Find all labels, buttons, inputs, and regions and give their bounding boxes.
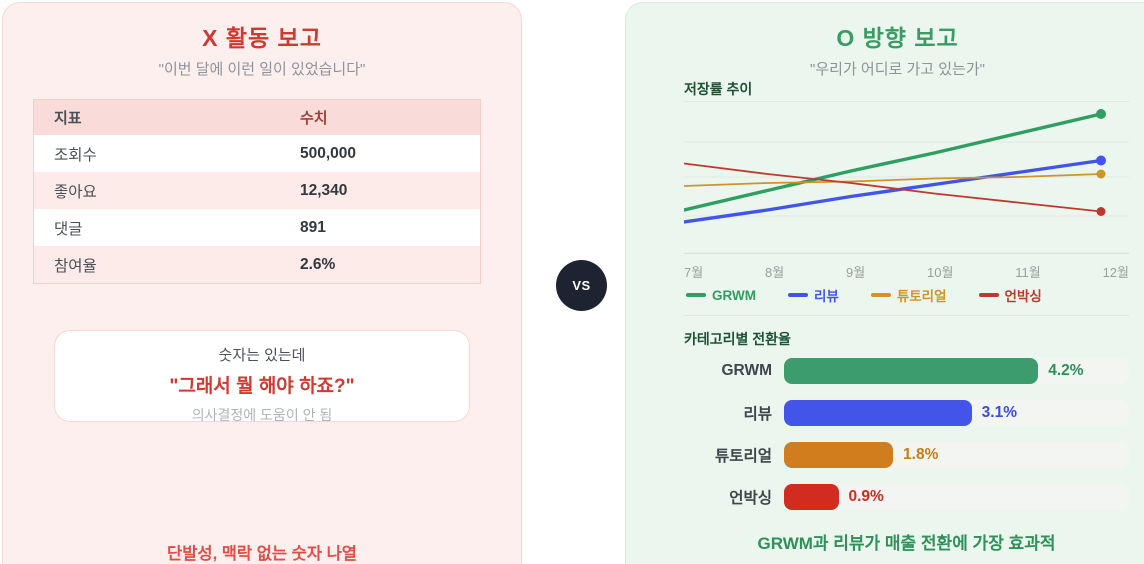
series-line-GRWM bbox=[682, 112, 1103, 212]
bar-category-label: GRWM bbox=[721, 362, 772, 379]
table-row: 좋아요 12,340 bbox=[34, 172, 480, 209]
bar-fill bbox=[784, 400, 972, 426]
metric-label: 댓글 bbox=[54, 220, 83, 238]
bar-row-리뷰: 리뷰 3.1% bbox=[684, 400, 1129, 426]
table-header-metric: 지표 bbox=[54, 110, 82, 127]
charts-section: 저장률 추이 7월 8월 9월 10월 11월 12월 GRWM 리뷰 튜토리얼 언박싱 카테고… bbox=[682, 81, 1129, 510]
line-chart-legend: GRWM 리뷰 튜토리얼 언박싱 bbox=[686, 286, 1129, 304]
panel-direction-report: O 방향 보고 "우리가 어디로 가고 있는가" 저장률 추이 7월 8월 9월 10… bbox=[625, 2, 1144, 564]
vs-badge: VS bbox=[556, 260, 607, 311]
bar-category-label: 튜토리얼 bbox=[714, 448, 772, 465]
metrics-table: 지표 수치 조회수 500,000 좋아요 12,340 댓글 891 참여율 2.6% bbox=[33, 99, 481, 284]
table-header-value: 수치 bbox=[300, 110, 328, 127]
bar-fill bbox=[784, 442, 894, 468]
table-row: 조회수 500,000 bbox=[34, 135, 480, 172]
x-tick-label: 10월 bbox=[927, 265, 954, 280]
metric-label: 좋아요 bbox=[54, 183, 97, 201]
metric-value: 2.6% bbox=[300, 255, 336, 273]
left-panel-subtitle: "이번 달에 이런 일이 있었습니다" bbox=[158, 61, 366, 78]
legend-swatch-icon bbox=[788, 293, 808, 297]
x-axis-labels: 7월 8월 9월 10월 11월 12월 bbox=[684, 262, 1129, 281]
bar-track: 1.8% bbox=[784, 442, 1129, 468]
conversion-bar-chart: GRWM 4.2% 리뷰 3.1% 튜토리얼 1.8% 언박싱 0.9% bbox=[684, 358, 1129, 510]
metric-label: 참여율 bbox=[54, 257, 97, 275]
x-tick-label: 12월 bbox=[1102, 265, 1129, 280]
bar-category-label: 언박싱 bbox=[729, 490, 772, 507]
bar-row-튜토리얼: 튜토리얼 1.8% bbox=[684, 442, 1129, 468]
callout-box: 숫자는 있는데 "그래서 뭘 해야 하죠?" 의사결정에 도움이 안 됨 bbox=[54, 330, 470, 423]
legend-item-리뷰: 리뷰 bbox=[788, 285, 839, 305]
bar-value-label: 0.9% bbox=[848, 488, 884, 505]
legend-swatch-icon bbox=[978, 293, 999, 297]
series-endpoint-리뷰 bbox=[1096, 155, 1106, 166]
x-tick-label: 8월 bbox=[765, 265, 785, 280]
x-tick-label: 9월 bbox=[846, 265, 866, 280]
bar-row-GRWM: GRWM 4.2% bbox=[684, 358, 1129, 384]
bar-row-언박싱: 언박싱 0.9% bbox=[684, 484, 1129, 510]
bar-track: 3.1% bbox=[784, 400, 1129, 426]
legend-item-언박싱: 언박싱 bbox=[978, 285, 1042, 305]
metrics-table-header: 지표 수치 bbox=[34, 100, 480, 135]
section-divider bbox=[684, 315, 1129, 316]
callout-line-2: "그래서 뭘 해야 하죠?" bbox=[169, 376, 355, 397]
metrics-table-body: 조회수 500,000 좋아요 12,340 댓글 891 참여율 2.6% bbox=[34, 135, 480, 283]
right-panel-footer: GRWM과 리뷰가 매출 전환에 가장 효과적 bbox=[757, 534, 1056, 553]
table-row: 참여율 2.6% bbox=[34, 246, 480, 283]
bar-track: 0.9% bbox=[784, 484, 1129, 510]
bar-chart-title: 카테고리별 전환율 bbox=[684, 331, 791, 347]
legend-swatch-icon bbox=[686, 293, 706, 297]
bar-category-label: 리뷰 bbox=[743, 406, 772, 423]
series-line-튜토리얼 bbox=[683, 173, 1102, 187]
x-tick-label: 7월 bbox=[684, 265, 704, 280]
save-rate-line-chart bbox=[682, 109, 1129, 254]
legend-item-GRWM: GRWM bbox=[686, 288, 756, 303]
callout-line-1: 숫자는 있는데 bbox=[218, 347, 306, 364]
callout-line-3: 의사결정에 도움이 안 됨 bbox=[191, 407, 333, 423]
metric-value: 891 bbox=[300, 218, 326, 236]
left-panel-title: X 활동 보고 bbox=[202, 25, 322, 51]
bar-fill bbox=[784, 484, 839, 510]
x-tick-label: 11월 bbox=[1015, 265, 1041, 280]
series-endpoint-튜토리얼 bbox=[1096, 169, 1106, 179]
table-row: 댓글 891 bbox=[34, 209, 480, 246]
metric-value: 500,000 bbox=[300, 144, 357, 162]
series-endpoint-GRWM bbox=[1096, 109, 1106, 119]
legend-item-튜토리얼: 튜토리얼 bbox=[870, 285, 947, 305]
legend-label: 리뷰 bbox=[814, 289, 839, 304]
line-chart-title: 저장률 추이 bbox=[684, 81, 1129, 102]
legend-label: 언박싱 bbox=[1004, 289, 1042, 304]
panel-activity-report: X 활동 보고 "이번 달에 이런 일이 있었습니다" 지표 수치 조회수 500… bbox=[2, 2, 522, 564]
series-endpoint-언박싱 bbox=[1096, 207, 1106, 216]
legend-label: 튜토리얼 bbox=[896, 289, 947, 304]
series-line-리뷰 bbox=[682, 158, 1103, 224]
right-panel-subtitle: "우리가 어디로 가고 있는가" bbox=[810, 61, 985, 78]
right-panel-title: O 방향 보고 bbox=[836, 25, 959, 51]
left-panel-footer: 단발성, 맥락 없는 숫자 나열 bbox=[167, 545, 357, 563]
bar-fill bbox=[784, 358, 1039, 384]
series-line-언박싱 bbox=[683, 162, 1102, 213]
bar-track: 4.2% bbox=[784, 358, 1129, 384]
metric-label: 조회수 bbox=[54, 146, 97, 164]
legend-swatch-icon bbox=[870, 293, 891, 297]
bar-value-label: 4.2% bbox=[1048, 362, 1084, 379]
legend-label: GRWM bbox=[712, 287, 756, 303]
bar-value-label: 3.1% bbox=[981, 404, 1018, 421]
metric-value: 12,340 bbox=[300, 181, 348, 199]
bar-value-label: 1.8% bbox=[903, 446, 939, 463]
